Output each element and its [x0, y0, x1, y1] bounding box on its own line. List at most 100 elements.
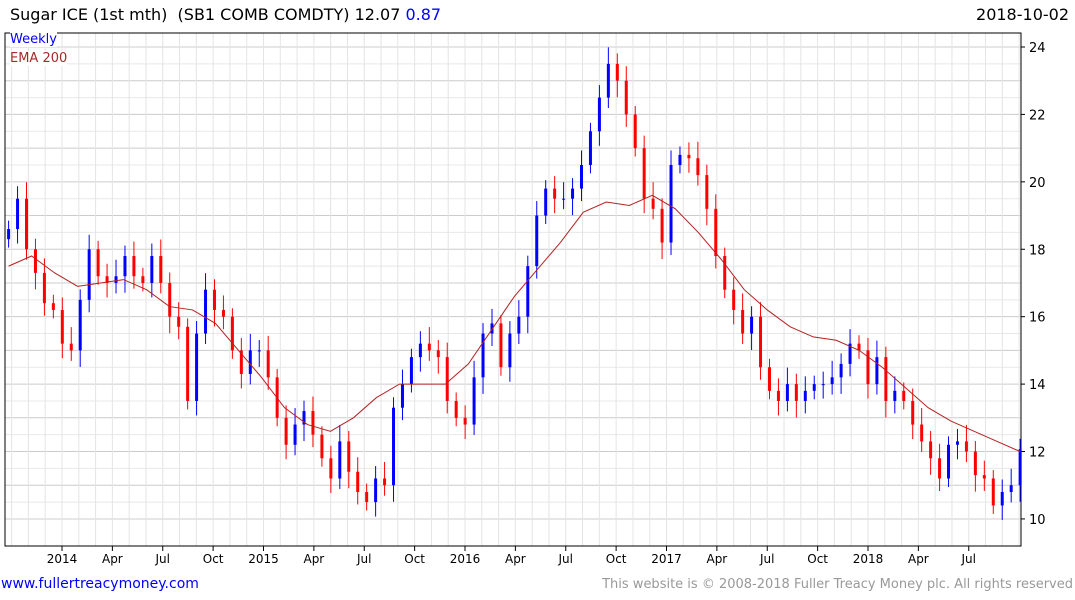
y-tick-label: 22 — [1029, 108, 1046, 123]
candle-body — [365, 491, 369, 503]
x-tick-label: 2016 — [450, 552, 481, 566]
legend-ema: EMA 200 — [10, 51, 68, 66]
candle-body — [526, 266, 530, 317]
candle-body — [884, 357, 888, 401]
candle-body — [991, 478, 995, 506]
candle-body — [257, 350, 261, 352]
x-tick-label: Apr — [102, 552, 123, 566]
candle-body — [982, 475, 986, 479]
candle-body — [302, 411, 306, 425]
candle-body — [87, 249, 91, 300]
candle-body — [678, 154, 682, 165]
candle-body — [776, 390, 780, 401]
candle-body — [651, 198, 655, 209]
candle-body — [750, 316, 754, 334]
candle-body — [150, 256, 154, 283]
candle-body — [78, 299, 82, 351]
candle-body — [445, 357, 449, 401]
x-tick-label: Jul — [356, 552, 371, 566]
candle-body — [517, 316, 521, 334]
candle-body — [132, 256, 136, 277]
candle-body — [463, 417, 467, 425]
candle-body — [812, 384, 816, 391]
chart-title: Sugar ICE (1st mth) (SB1 COMB COMDTY) 12… — [10, 5, 441, 24]
candle-body — [329, 458, 333, 479]
candle-body — [427, 343, 431, 351]
x-tick-label: Jul — [155, 552, 170, 566]
candle-body — [696, 158, 700, 176]
candle-body — [400, 384, 404, 408]
candle-body — [177, 316, 181, 327]
candle-body — [96, 249, 100, 277]
candle-body — [141, 276, 145, 283]
x-tick-label: Apr — [505, 552, 526, 566]
candle-body — [374, 478, 378, 503]
candle-body — [947, 444, 951, 479]
candle-body — [875, 357, 879, 385]
candle-body — [767, 367, 771, 391]
candle-body — [669, 164, 673, 243]
candle-body — [51, 303, 55, 310]
website-link[interactable]: www.fullertreacymoney.com — [1, 576, 199, 592]
title-text: Sugar ICE (1st mth) (SB1 COMB COMDTY) 12… — [10, 5, 401, 24]
candle-body — [392, 407, 396, 486]
x-tick-label: Jul — [961, 552, 976, 566]
candle-body — [7, 229, 11, 240]
candle-body — [606, 63, 610, 98]
y-tick-label: 18 — [1029, 243, 1046, 258]
candle-body — [580, 164, 584, 189]
legend-weekly: Weekly — [10, 32, 57, 47]
candle-body — [60, 309, 64, 344]
candle-body — [114, 276, 118, 283]
candle-body — [741, 309, 745, 334]
candle-body — [723, 256, 727, 290]
ema-200-line — [8, 194, 1021, 452]
candle-body — [973, 451, 977, 476]
candle-body — [356, 471, 360, 492]
candle-body — [893, 390, 897, 401]
y-tick-label: 20 — [1029, 176, 1046, 191]
candle-body — [16, 198, 20, 230]
candle-body — [929, 441, 933, 459]
x-tick-label: Apr — [303, 552, 324, 566]
x-tick-label: 2015 — [248, 552, 279, 566]
candle-body — [964, 441, 968, 452]
candle-body — [1018, 449, 1022, 486]
candle-body — [320, 434, 324, 459]
candle-body — [562, 198, 566, 200]
candle-body — [472, 377, 476, 425]
candle-body — [212, 289, 216, 310]
candle-body — [25, 198, 29, 250]
candle-body — [642, 148, 646, 199]
x-tick-label: 2014 — [47, 552, 78, 566]
x-tick-label: 2017 — [651, 552, 682, 566]
candle-body — [785, 384, 789, 401]
candle-body — [1009, 485, 1013, 492]
chart-date: 2018-10-02 — [976, 5, 1069, 24]
candle-body — [794, 384, 798, 401]
candle-body — [293, 424, 297, 445]
candle-body — [660, 208, 664, 243]
candle-body — [624, 80, 628, 115]
candle-body — [418, 343, 422, 358]
x-tick-label: Apr — [908, 552, 929, 566]
plot-frame — [4, 32, 1022, 547]
candle-body — [821, 384, 825, 386]
candle-body — [284, 417, 288, 445]
candle-body — [839, 363, 843, 378]
candle-body — [195, 333, 199, 401]
candle-body — [955, 441, 959, 445]
candle-body — [588, 131, 592, 165]
x-tick-label: Oct — [807, 552, 828, 566]
candle-body — [732, 289, 736, 310]
x-tick-label: 2018 — [853, 552, 884, 566]
candle-body — [920, 424, 924, 442]
candle-body — [803, 390, 807, 401]
candle-body — [168, 282, 172, 317]
candle-body — [857, 343, 861, 351]
candle-body — [436, 350, 440, 358]
candle-body — [830, 377, 834, 385]
candle-body — [508, 333, 512, 368]
candle-body — [911, 400, 915, 425]
